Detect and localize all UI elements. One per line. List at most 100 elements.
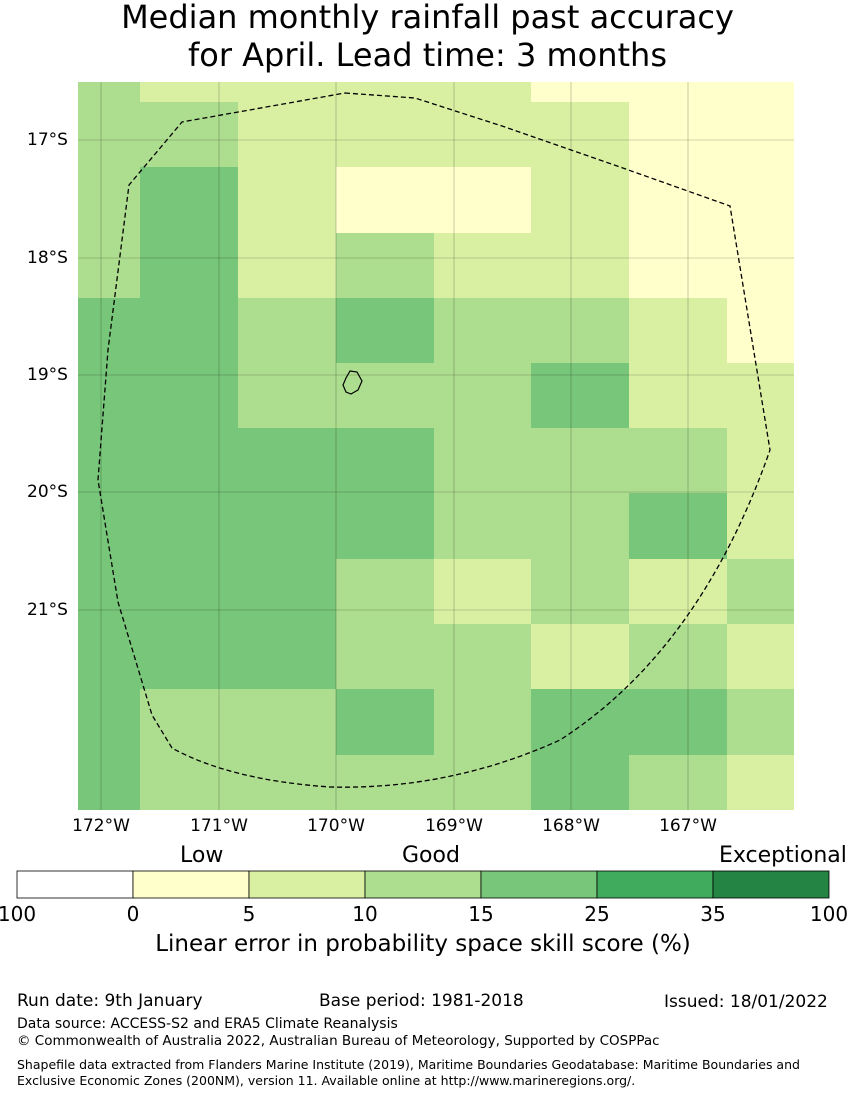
grid-cell — [727, 167, 794, 233]
lon-label-168w: 168°W — [542, 816, 600, 836]
grid-cell — [531, 624, 629, 689]
grid-cell — [238, 428, 336, 493]
base-period: Base period: 1981-2018 — [319, 991, 524, 1011]
lat-label-20s: 20°S — [27, 482, 68, 502]
grid-cell — [140, 624, 238, 689]
grid-cell — [629, 559, 727, 624]
grid-cell — [336, 428, 434, 493]
grid-cell — [629, 102, 727, 167]
grid-cell — [531, 167, 629, 233]
grid-cell — [727, 428, 794, 493]
grid-cell — [727, 102, 794, 167]
legend-tick: 10 — [352, 902, 378, 926]
grid-cell — [336, 167, 434, 233]
legend-tick: 25 — [584, 902, 610, 926]
grid-cell — [238, 689, 336, 755]
legend-swatch — [364, 870, 482, 899]
grid-cell — [434, 233, 531, 298]
grid-cell — [434, 755, 531, 810]
grid-cell — [140, 167, 238, 233]
lon-label-170w: 170°W — [307, 816, 365, 836]
grid-cell — [531, 233, 629, 298]
grid-cell — [336, 363, 434, 428]
lon-label-172w: 172°W — [72, 816, 130, 836]
grid-cell — [629, 363, 727, 428]
grid-cell — [238, 102, 336, 167]
grid-cell — [336, 689, 434, 755]
grid-cell — [140, 233, 238, 298]
grid-cell — [140, 428, 238, 493]
grid-cell — [727, 233, 794, 298]
grid-cell — [434, 493, 531, 559]
grid-cell — [629, 624, 727, 689]
graticule — [78, 82, 794, 810]
eez-boundary — [97, 92, 771, 788]
legend-title: Linear error in probability space skill … — [155, 931, 691, 957]
legend-swatch — [480, 870, 598, 899]
lon-label-169w: 169°W — [425, 816, 483, 836]
legend-colorbar — [16, 870, 830, 899]
grid-cell — [140, 363, 238, 428]
grid-cell — [238, 493, 336, 559]
grid-cell — [78, 298, 140, 363]
niue-island — [342, 370, 363, 395]
legend-category-good: Good — [402, 843, 460, 868]
grid-cell — [629, 82, 727, 102]
grid-cell — [78, 233, 140, 298]
run-date: Run date: 9th January — [17, 991, 203, 1011]
legend-swatch — [248, 870, 366, 899]
grid-cell — [531, 755, 629, 810]
legend-swatch — [132, 870, 250, 899]
grid-cell — [434, 689, 531, 755]
grid-cell — [238, 82, 336, 102]
grid-cell — [434, 428, 531, 493]
grid-cell — [140, 559, 238, 624]
grid-cell — [727, 559, 794, 624]
legend-category-low: Low — [180, 843, 224, 868]
grid-cell — [336, 624, 434, 689]
grid-cell — [629, 233, 727, 298]
grid-cell — [531, 428, 629, 493]
grid-cell — [434, 102, 531, 167]
grid-cell — [78, 82, 140, 102]
lat-label-21s: 21°S — [27, 600, 68, 620]
lat-label-18s: 18°S — [27, 248, 68, 268]
lon-label-167w: 167°W — [659, 816, 717, 836]
grid-cell — [434, 82, 531, 102]
grid-cell — [78, 428, 140, 493]
grid-cell — [336, 559, 434, 624]
grid-cell — [336, 298, 434, 363]
grid-cell — [727, 624, 794, 689]
legend-tick: 0 — [126, 902, 140, 926]
grid-cell — [78, 755, 140, 810]
grid-cell — [238, 298, 336, 363]
grid-cell — [78, 167, 140, 233]
grid-cell — [140, 755, 238, 810]
lat-label-19s: 19°S — [27, 365, 68, 385]
grid-cell — [238, 624, 336, 689]
legend-swatch — [596, 870, 714, 899]
grid-cell — [727, 298, 794, 363]
grid-cell — [78, 689, 140, 755]
grid-cell — [238, 755, 336, 810]
lat-label-17s: 17°S — [27, 130, 68, 150]
legend-tick: 35 — [700, 902, 726, 926]
grid-cell — [727, 82, 794, 102]
map-title-line1: Median monthly rainfall past accuracy — [121, 0, 734, 36]
grid-cell — [434, 363, 531, 428]
legend-swatch — [712, 870, 830, 899]
grid-cell — [629, 428, 727, 493]
legend-tick: 15 — [468, 902, 494, 926]
grid-cell — [238, 167, 336, 233]
grid-cell — [336, 755, 434, 810]
grid-cell — [434, 559, 531, 624]
grid-cell — [629, 167, 727, 233]
grid-cell — [629, 493, 727, 559]
grid-cell — [531, 493, 629, 559]
grid-cell — [140, 102, 238, 167]
grid-cell — [531, 102, 629, 167]
grid-cell — [727, 493, 794, 559]
shapefile-credit: Shapefile data extracted from Flanders M… — [17, 1057, 800, 1088]
grid-cell — [629, 755, 727, 810]
grid-cell — [78, 559, 140, 624]
